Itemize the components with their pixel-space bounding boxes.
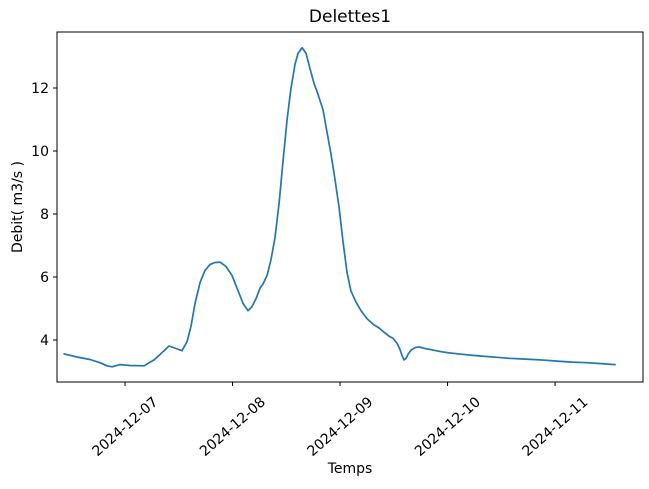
- y-tick-label: 8: [40, 207, 49, 223]
- x-tick-label: 2024-12-08: [197, 394, 269, 459]
- x-tick-label: 2024-12-07: [89, 394, 161, 459]
- y-tick-label: 12: [31, 81, 49, 97]
- x-tick-label: 2024-12-09: [304, 394, 376, 459]
- y-tick-label: 10: [31, 144, 49, 160]
- x-tick-label: 2024-12-10: [412, 394, 484, 459]
- y-tick-label: 6: [40, 270, 49, 286]
- y-tick-label: 4: [40, 333, 49, 349]
- x-axis-label: Temps: [327, 461, 373, 477]
- x-tick-label: 2024-12-11: [519, 394, 591, 459]
- series-line: [63, 46, 616, 368]
- axes-box: [56, 31, 644, 383]
- chart-title: Delettes1: [308, 7, 392, 27]
